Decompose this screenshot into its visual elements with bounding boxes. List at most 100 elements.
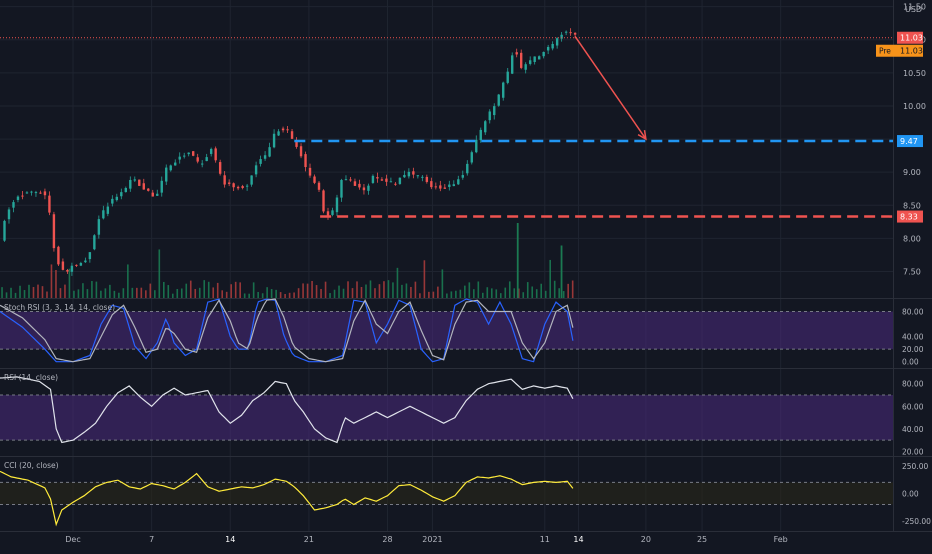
volume-bar [23,290,26,298]
candle-body [569,32,572,34]
candle-body [389,181,393,183]
candle-body [39,192,42,194]
stoch-rsi-axis-tick-label: 20.00 [902,345,924,354]
volume-bar [275,289,277,298]
volume-bar [230,284,232,298]
candle-body [61,261,65,270]
candle-body [268,147,271,157]
cci-axis-tick-label: 0.00 [902,489,919,498]
volume-bar [279,292,282,298]
candle-body [236,186,240,189]
volume-bar [185,283,188,298]
volume-bar [100,290,102,298]
volume-bar [64,284,66,298]
candle-body [443,187,447,189]
candle-body [25,192,29,194]
volume-bar [234,281,237,298]
candle-body [12,202,15,208]
cci-indicator-title: CCI (20, close) [4,461,59,470]
volume-bar [369,280,372,298]
volume-bar [360,287,363,298]
volume-bar [562,291,565,298]
volume-bar [32,287,35,298]
volume-bar [423,260,426,298]
volume-bar [455,290,457,298]
candle-body [371,175,375,183]
rsi-axis-tick-label: 40.00 [902,425,924,434]
candle-body [75,264,78,266]
candle-body [133,179,136,181]
volume-bar [145,290,147,298]
volume-bar [392,282,394,298]
volume-bar [122,288,125,298]
volume-bar [549,259,552,298]
volume-bar [284,293,286,298]
volume-bar [365,284,367,298]
volume-bar [50,264,53,298]
volume-bar [221,290,224,298]
stoch-rsi-axis-tick-label: 40.00 [902,333,924,342]
date-axis-label: 21 [304,535,314,544]
volume-bar [194,288,197,298]
candle-body [488,111,491,121]
candle-body [533,56,536,62]
volume-bar [91,281,93,298]
candle-body [147,188,150,191]
volume-bar [5,292,8,298]
price-axis-tick-label: 10.50 [903,69,926,78]
candle-body [223,175,226,185]
volume-bar [414,281,417,298]
candle-body [340,179,343,198]
stoch-rsi-axis-tick-label: 80.00 [902,308,924,317]
volume-bar [410,286,412,298]
volume-bar [428,291,430,298]
stoch-rsi-axis-tick-label: 0.00 [902,358,919,367]
candle-body [385,178,388,182]
candle-body [165,167,168,182]
volume-bar [176,288,179,298]
candle-body [43,191,47,196]
volume-bar [1,287,3,298]
candle-body [349,179,352,181]
volume-bar [109,284,111,298]
candle-body [52,214,56,249]
candle-body [88,252,92,260]
candle-body [21,195,24,197]
candle-body [183,155,186,157]
volume-bar [136,287,138,298]
volume-bar [10,287,12,298]
support-price-badge [897,210,923,223]
volume-bar [535,289,538,298]
volume-bar [558,288,560,298]
candle-body [286,129,289,131]
candle-body [412,171,415,175]
candle-body [259,159,262,164]
pre-price-text: 11.03 [900,47,923,56]
volume-bar [167,285,170,298]
candle-body [254,165,258,175]
volume-bar [104,288,107,298]
candle-body [227,182,231,184]
candle-body [192,151,195,156]
candle-body [124,188,128,193]
volume-bar [338,285,340,298]
volume-bar [374,288,376,298]
volume-bar [149,283,152,298]
candle-body [425,176,429,182]
volume-bar [68,268,71,298]
candle-body [250,175,253,185]
volume-bar [46,291,48,298]
candle-body [106,206,110,214]
candle-body [115,196,119,201]
candle-body [362,187,366,191]
candle-body [331,210,334,215]
candle-body [398,177,402,184]
date-axis-label: Feb [774,535,788,544]
candle-body [380,179,384,181]
candle-body [304,154,307,168]
candle-body [479,129,482,141]
volume-bar [266,287,268,298]
volume-bar [495,289,498,298]
